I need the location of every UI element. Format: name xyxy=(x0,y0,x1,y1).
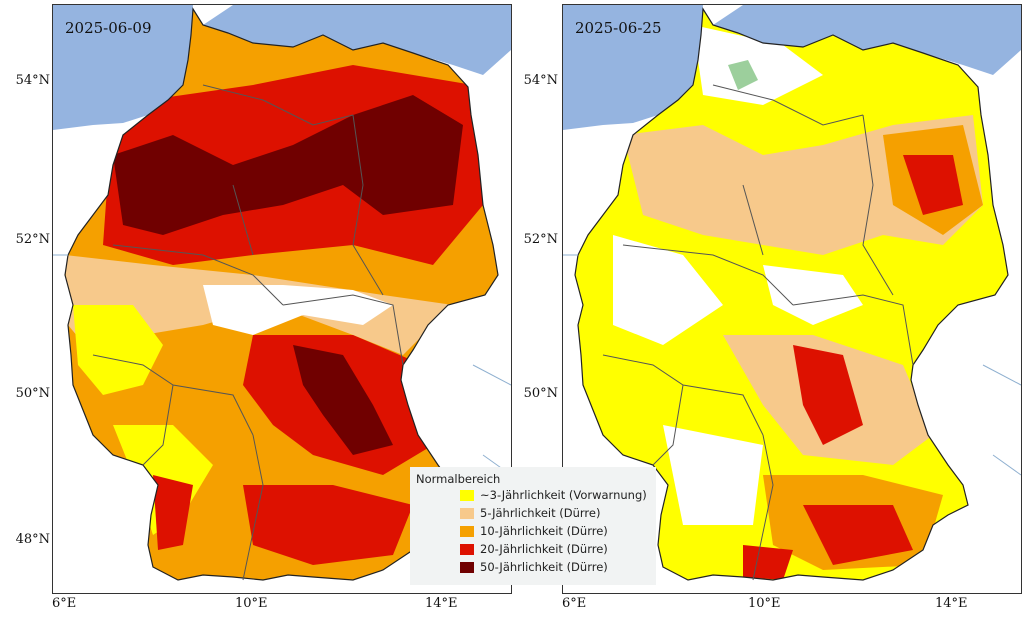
map-date-label: 2025-06-25 xyxy=(575,19,662,37)
legend-swatch xyxy=(460,543,474,555)
lon-label-10-right: 10°E xyxy=(748,596,781,611)
lat-label-52-right: 52°N xyxy=(523,232,558,247)
legend-label: 10-Jährlichkeit (Dürre) xyxy=(480,524,608,538)
lon-label-14-right: 14°E xyxy=(935,596,968,611)
state-borders-left xyxy=(64,7,499,581)
drought-map-left xyxy=(53,5,511,581)
legend-item: 50-Jährlichkeit (Dürre) xyxy=(460,560,608,574)
legend-swatch xyxy=(460,507,474,519)
lat-label-52-left: 52°N xyxy=(15,232,50,247)
legend-item: ~3-Jährlichkeit (Vorwarnung) xyxy=(460,488,647,502)
drought-classes-right xyxy=(613,25,983,580)
drought-map-right xyxy=(563,5,1021,581)
lon-label-6-left: 6°E xyxy=(52,596,77,611)
lon-label-6-right: 6°E xyxy=(562,596,587,611)
legend-label: 5-Jährlichkeit (Dürre) xyxy=(480,506,601,520)
legend-swatch xyxy=(460,561,474,573)
map-date-label: 2025-06-09 xyxy=(65,19,152,37)
legend-label: 50-Jährlichkeit (Dürre) xyxy=(480,560,608,574)
lat-label-48-left: 48°N xyxy=(15,532,50,547)
lat-label-50-right: 50°N xyxy=(523,386,558,401)
lat-label-50-left: 50°N xyxy=(15,386,50,401)
map-panel-2025-06-09: 2025-06-09 xyxy=(52,4,512,594)
legend-label: ~3-Jährlichkeit (Vorwarnung) xyxy=(480,488,647,502)
legend: Normalbereich ~3-Jährlichkeit (Vorwarnun… xyxy=(410,467,656,585)
lat-label-54-left: 54°N xyxy=(15,73,50,88)
lon-label-14-left: 14°E xyxy=(425,596,458,611)
map-panel-2025-06-25: 2025-06-25 xyxy=(562,4,1022,594)
drought-classes-left xyxy=(65,65,483,565)
legend-item: 20-Jährlichkeit (Dürre) xyxy=(460,542,608,556)
sea-area xyxy=(563,5,1021,130)
legend-item: 5-Jährlichkeit (Dürre) xyxy=(460,506,600,520)
legend-swatch xyxy=(460,489,474,501)
legend-item: 10-Jährlichkeit (Dürre) xyxy=(460,524,608,538)
lon-label-10-left: 10°E xyxy=(235,596,268,611)
legend-swatch xyxy=(460,525,474,537)
sea-area xyxy=(53,5,511,130)
state-borders-right xyxy=(574,7,1009,581)
rivers-right xyxy=(563,254,1021,476)
legend-title: Normalbereich xyxy=(416,472,501,486)
lat-label-54-right: 54°N xyxy=(523,73,558,88)
legend-label: 20-Jährlichkeit (Dürre) xyxy=(480,542,608,556)
